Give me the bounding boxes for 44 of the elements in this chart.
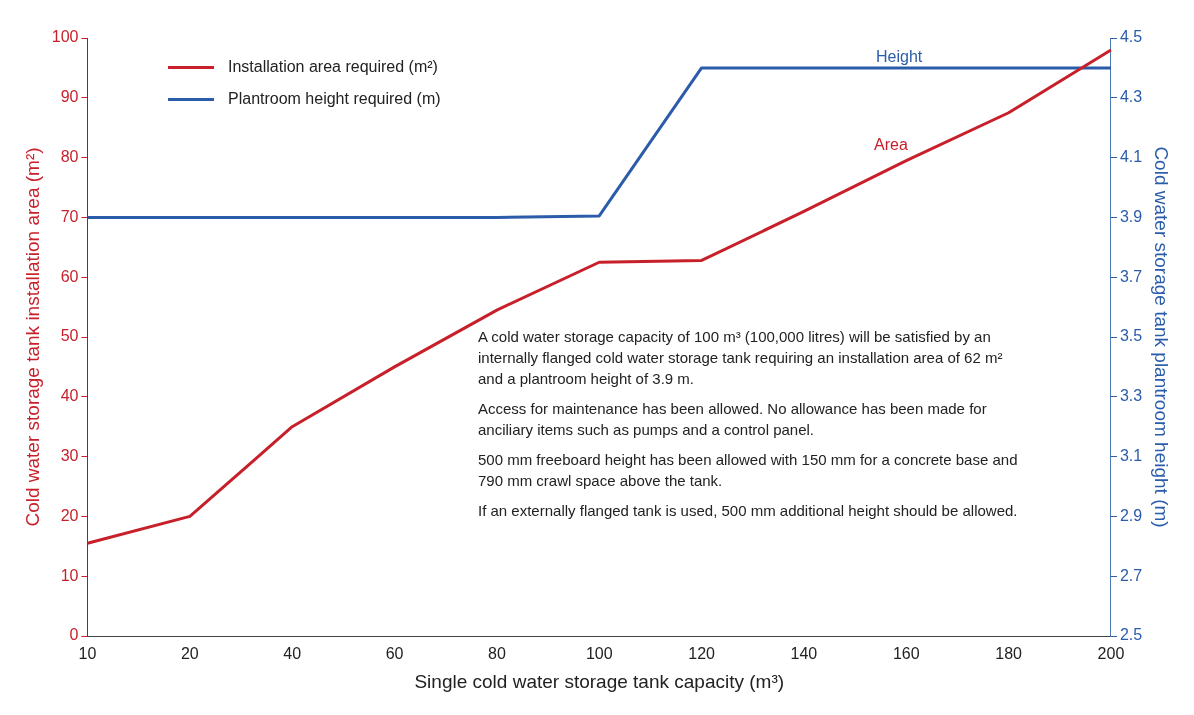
annotation: Access for maintenance has been allowed. No allowance has been made for anciliary items such as pumps and a control panel. bbox=[478, 399, 988, 440]
y2-tick-label: 4.5 bbox=[1119, 28, 1143, 46]
y2-tick-label: 2.7 bbox=[1119, 566, 1143, 584]
y-tick-label: 30 bbox=[60, 447, 79, 465]
y2-tick-label: 2.5 bbox=[1119, 626, 1143, 644]
annotation: Area bbox=[874, 136, 908, 154]
y-tick-label: 90 bbox=[60, 88, 79, 106]
y2-axis-title: Cold water storage tank plantroom height (m) bbox=[1151, 146, 1173, 528]
y2-tick-label: 2.9 bbox=[1119, 506, 1143, 524]
annotation: If an externally flanged tank is used, 500 mm additional height should be allowed. bbox=[478, 501, 1018, 521]
y-tick-label: 0 bbox=[69, 626, 79, 644]
x-tick-label: 80 bbox=[487, 645, 506, 663]
y-tick-label: 10 bbox=[60, 566, 79, 584]
y2-tick-label: 3.1 bbox=[1119, 447, 1143, 465]
y-tick-label: 80 bbox=[60, 148, 79, 166]
y-tick-label: 40 bbox=[60, 387, 79, 405]
x-tick-label: 100 bbox=[585, 645, 613, 663]
y2-tick-label: 3.9 bbox=[1119, 207, 1143, 225]
x-tick-label: 180 bbox=[995, 645, 1023, 663]
y-tick-label: 50 bbox=[60, 327, 79, 345]
x-tick-label: 40 bbox=[283, 645, 302, 663]
y2-tick-label: 3.3 bbox=[1119, 387, 1143, 405]
x-tick-label: 60 bbox=[385, 645, 404, 663]
y-axis-title: Cold water storage tank installation area (m²) bbox=[21, 147, 43, 527]
y-tick-label: 20 bbox=[60, 506, 79, 524]
y-tick-label: 100 bbox=[51, 28, 79, 46]
y-tick-label: 70 bbox=[60, 207, 79, 225]
legend-label: Plantroom height required (m) bbox=[228, 90, 441, 108]
y2-tick-label: 3.5 bbox=[1119, 327, 1143, 345]
annotation: Height bbox=[876, 48, 923, 66]
y2-tick-label: 4.3 bbox=[1119, 88, 1143, 106]
annotation: 500 mm freeboard height has been allowed with 150 mm for a concrete base and 790 mm crawl space above the tank. bbox=[478, 450, 1018, 491]
legend-label: Installation area required (m²) bbox=[228, 58, 438, 76]
x-tick-label: 120 bbox=[688, 645, 716, 663]
x-tick-label: 10 bbox=[78, 645, 97, 663]
y2-tick-label: 4.1 bbox=[1119, 148, 1143, 166]
annotation: A cold water storage capacity of 100 m³ (100,000 litres) will be satisfied by an internally flanged cold water storage tank requiring an installation area of 62 m² and a plantroom height of 3.9 m. bbox=[478, 327, 1004, 389]
x-tick-label: 200 bbox=[1097, 645, 1125, 663]
x-tick-label: 20 bbox=[180, 645, 199, 663]
x-tick-label: 140 bbox=[790, 645, 818, 663]
x-axis-title: Single cold water storage tank capacity (m³) bbox=[414, 670, 785, 692]
y2-tick-label: 3.7 bbox=[1119, 267, 1143, 285]
y-tick-label: 60 bbox=[60, 267, 79, 285]
x-tick-label: 160 bbox=[892, 645, 920, 663]
